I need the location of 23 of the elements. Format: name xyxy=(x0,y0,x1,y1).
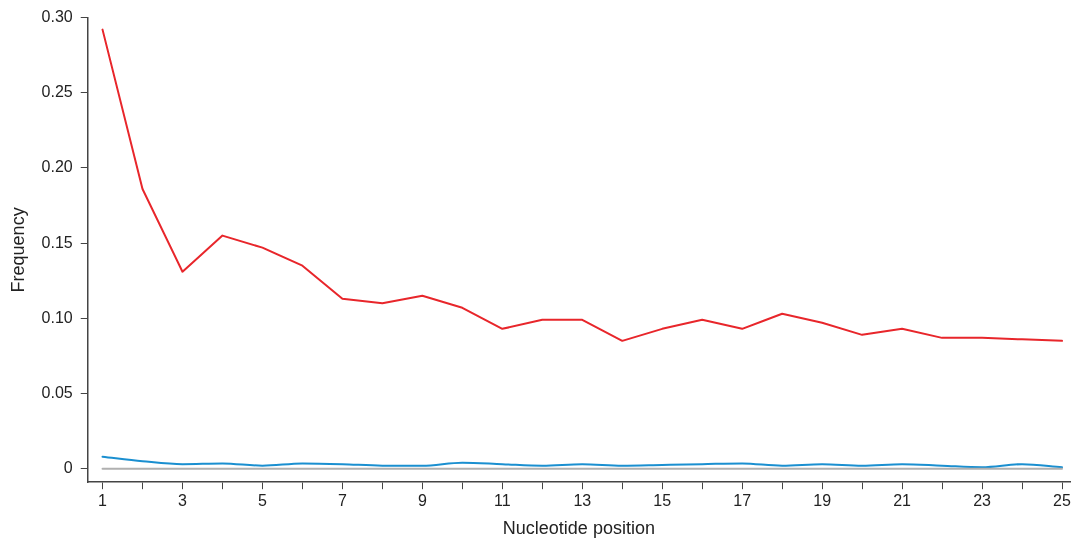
x-tick-label: 17 xyxy=(733,492,752,510)
y-tick-label: 0.15 xyxy=(41,233,73,251)
x-tick-label: 21 xyxy=(893,492,912,510)
x-tick-label: 3 xyxy=(178,492,188,510)
y-tick-label: 0 xyxy=(63,459,73,477)
x-axis-title: Nucleotide position xyxy=(502,518,655,539)
x-tick-label: 15 xyxy=(653,492,672,510)
x-tick-label: 7 xyxy=(337,492,347,510)
line-series xyxy=(101,455,1063,469)
y-tick-label: 0.20 xyxy=(41,158,73,176)
y-axis-title: Frequency xyxy=(7,207,28,293)
x-tick-label: 5 xyxy=(257,492,267,510)
y-tick-label: 0.30 xyxy=(41,8,73,26)
x-tick-label: 19 xyxy=(813,492,832,510)
x-tick-label: 13 xyxy=(573,492,592,510)
x-tick-label: 25 xyxy=(1053,492,1071,510)
y-tick-label: 0.10 xyxy=(41,308,73,326)
y-tick-label: 0.25 xyxy=(41,83,73,101)
x-tick-label: 23 xyxy=(973,492,992,510)
x-tick-label: 1 xyxy=(98,492,108,510)
x-tick-label: 11 xyxy=(494,492,511,510)
y-tick-label: 0.05 xyxy=(41,383,73,401)
x-tick-label: 9 xyxy=(417,492,427,510)
